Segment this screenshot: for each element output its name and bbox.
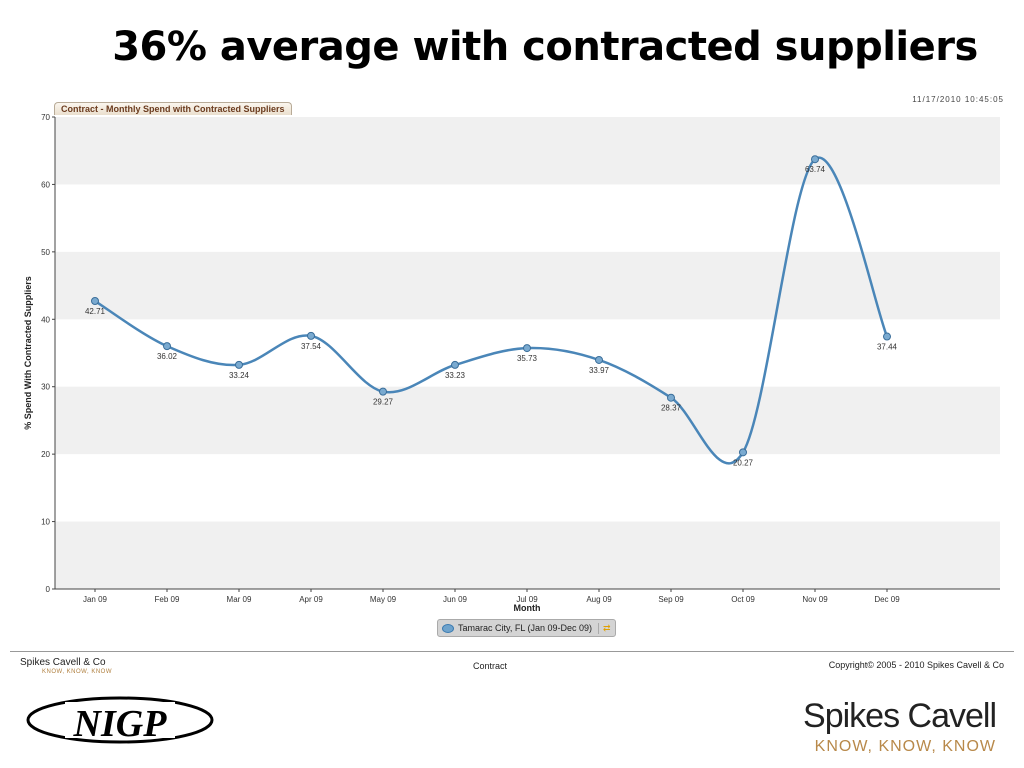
slide-title: 36% average with contracted suppliers xyxy=(112,24,978,70)
spikes-logo: Spikes Cavell xyxy=(803,697,997,735)
divider xyxy=(10,651,1014,652)
nigp-logo: NIGP xyxy=(26,696,214,745)
x-tick-label: Sep 09 xyxy=(658,595,684,604)
y-tick-label: 50 xyxy=(41,248,50,257)
grid-band xyxy=(55,386,1000,455)
legend[interactable]: Tamarac City, FL (Jan 09-Dec 09) ⇄ xyxy=(437,619,616,637)
data-point xyxy=(379,387,387,396)
y-tick-label: 30 xyxy=(41,383,50,392)
expand-icon[interactable]: ⇄ xyxy=(598,622,611,634)
y-tick-label: 70 xyxy=(41,113,50,122)
timestamp: 11/17/2010 10:45:05 xyxy=(912,95,1004,104)
svg-text:NIGP: NIGP xyxy=(73,703,168,745)
series-swatch-icon xyxy=(442,623,454,633)
line-chart: 0 10 20 30 40 50 60 70 Jan 09 Feb 09 Mar 09 Apr 09 M… xyxy=(23,113,1000,613)
grid-band xyxy=(55,521,1000,589)
data-label: 33.97 xyxy=(589,366,610,375)
x-tick-label: Dec 09 xyxy=(874,595,900,604)
y-tick-label: 60 xyxy=(41,180,50,189)
x-tick-label: Oct 09 xyxy=(731,595,755,604)
data-label: 29.27 xyxy=(373,398,394,407)
x-tick-label: Mar 09 xyxy=(227,595,252,604)
x-tick-label: Jun 09 xyxy=(443,595,468,604)
footer-copyright: Copyright© 2005 - 2010 Spikes Cavell & C… xyxy=(828,660,1004,670)
data-point xyxy=(163,342,171,351)
x-tick-label: Jan 09 xyxy=(83,595,108,604)
footer-company: Spikes Cavell & Co xyxy=(20,657,106,668)
data-point xyxy=(307,331,315,340)
data-point xyxy=(667,393,675,402)
y-axis-title: % Spend With Contracted Suppliers xyxy=(23,276,33,429)
y-tick-label: 0 xyxy=(46,585,51,594)
data-label: 28.37 xyxy=(661,404,682,413)
x-tick-label: Jul 09 xyxy=(516,595,538,604)
data-point xyxy=(739,448,747,457)
data-label: 37.44 xyxy=(877,343,898,352)
data-point xyxy=(883,332,891,341)
footer-center: Contract xyxy=(473,661,508,671)
data-label: 35.73 xyxy=(517,354,538,363)
grid-band xyxy=(55,251,1000,320)
data-label: 37.54 xyxy=(301,342,322,351)
x-tick-label: May 09 xyxy=(370,595,397,604)
x-tick-label: Aug 09 xyxy=(586,595,612,604)
data-label: 63.74 xyxy=(805,165,826,174)
footer-tagline: KNOW, KNOW, KNOW xyxy=(42,669,113,675)
data-point xyxy=(595,355,603,364)
data-label: 36.02 xyxy=(157,352,178,361)
data-label: 33.23 xyxy=(445,371,466,380)
x-tick-label: Apr 09 xyxy=(299,595,323,604)
data-label: 20.27 xyxy=(733,458,754,467)
legend-label: Tamarac City, FL (Jan 09-Dec 09) xyxy=(458,623,593,633)
y-tick-label: 40 xyxy=(41,315,50,324)
spikes-tagline: KNOW, KNOW, KNOW xyxy=(814,738,996,755)
y-tick-label: 10 xyxy=(41,518,50,527)
x-tick-label: Feb 09 xyxy=(155,595,180,604)
data-point xyxy=(235,360,243,369)
data-point xyxy=(91,297,99,306)
data-point xyxy=(523,344,531,353)
y-tick-label: 20 xyxy=(41,450,50,459)
data-point xyxy=(811,155,819,164)
data-label: 33.24 xyxy=(229,371,250,380)
x-axis-title: Month xyxy=(514,603,541,613)
data-point xyxy=(451,360,459,369)
grid-band xyxy=(55,117,1000,185)
x-tick-label: Nov 09 xyxy=(802,595,828,604)
data-label: 42.71 xyxy=(85,307,106,316)
chart-tab[interactable]: Contract - Monthly Spend with Contracted… xyxy=(54,102,292,115)
